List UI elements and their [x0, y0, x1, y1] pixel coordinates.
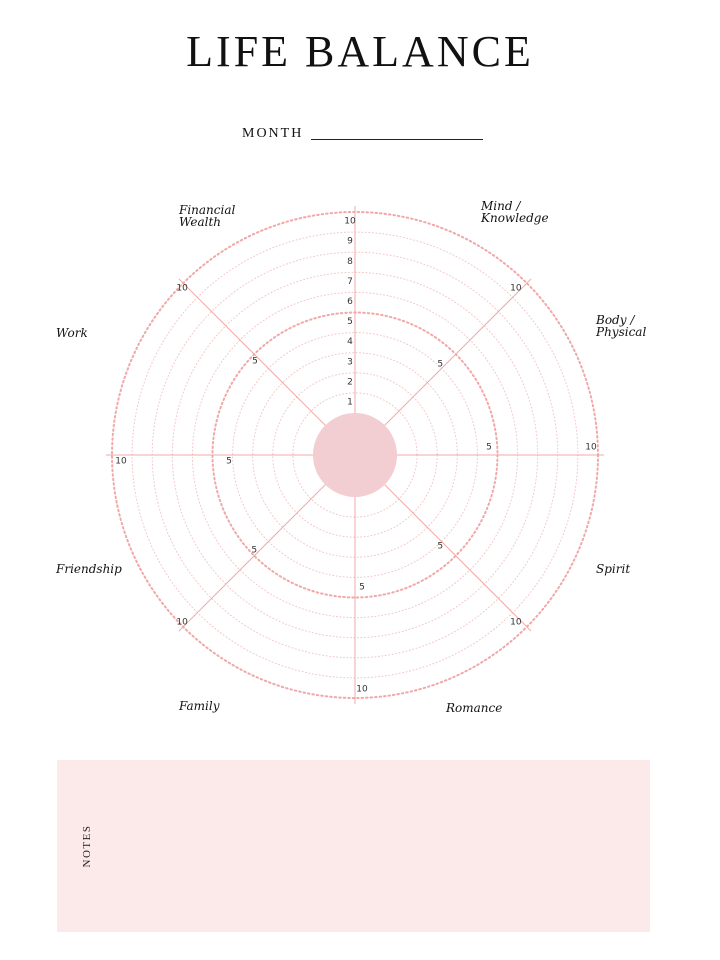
mid-label-2: 5: [437, 542, 443, 552]
max-label-2: 10: [510, 617, 522, 627]
max-label-6: 10: [176, 284, 188, 294]
mid-label-1: 5: [486, 443, 492, 453]
scale-label-4: 4: [347, 337, 353, 347]
scale-label-5: 5: [347, 317, 353, 327]
category-label-romance: Romance: [446, 701, 503, 715]
scale-label-2: 2: [347, 377, 353, 387]
scale-label-9: 9: [347, 237, 353, 247]
max-label-3: 10: [356, 685, 368, 695]
wheel-spoke-5: [178, 484, 326, 632]
category-label-financial-wealth: Financial Wealth: [179, 203, 236, 229]
max-label-1: 10: [585, 443, 597, 453]
mid-label-4: 5: [251, 545, 257, 555]
category-label-body-physical: Body / Physical: [596, 313, 647, 339]
scale-label-3: 3: [347, 357, 353, 367]
max-label-4: 10: [176, 617, 188, 627]
mid-label-6: 5: [252, 356, 258, 366]
wheel-spoke-7: [178, 278, 326, 426]
category-label-family: Family: [179, 699, 220, 713]
mid-label-3: 5: [359, 583, 365, 593]
category-label-mind-knowledge: Mind / Knowledge: [481, 199, 549, 225]
wheel-spoke-1: [384, 278, 532, 426]
scale-label-10: 10: [344, 217, 356, 227]
max-label-5: 10: [115, 457, 127, 467]
mid-label-5: 5: [226, 457, 232, 467]
category-label-friendship: Friendship: [56, 562, 122, 576]
category-label-spirit: Spirit: [596, 562, 631, 576]
month-label: MONTH: [242, 126, 304, 141]
month-input-line[interactable]: [311, 139, 484, 140]
page-title: LIFE BALANCE: [186, 27, 534, 76]
scale-label-1: 1: [347, 397, 353, 407]
mid-label-0: 5: [437, 359, 443, 369]
scale-label-7: 7: [347, 277, 353, 287]
notes-box[interactable]: [57, 760, 650, 932]
month-field: MONTH: [242, 126, 484, 142]
life-balance-wheel: 1 2 3 4 5 6 7 8 9 10 5 10 5 10 5 10 5 10 5 10 5 10 5 10: [106, 206, 604, 704]
scale-label-6: 6: [347, 297, 353, 307]
wheel-spoke-3: [384, 484, 532, 632]
scale-label-8: 8: [347, 257, 353, 267]
category-label-work: Work: [56, 326, 88, 340]
max-label-0: 10: [510, 284, 522, 294]
wheel-center-disc: [313, 413, 397, 497]
notes-label: NOTES: [81, 824, 93, 868]
